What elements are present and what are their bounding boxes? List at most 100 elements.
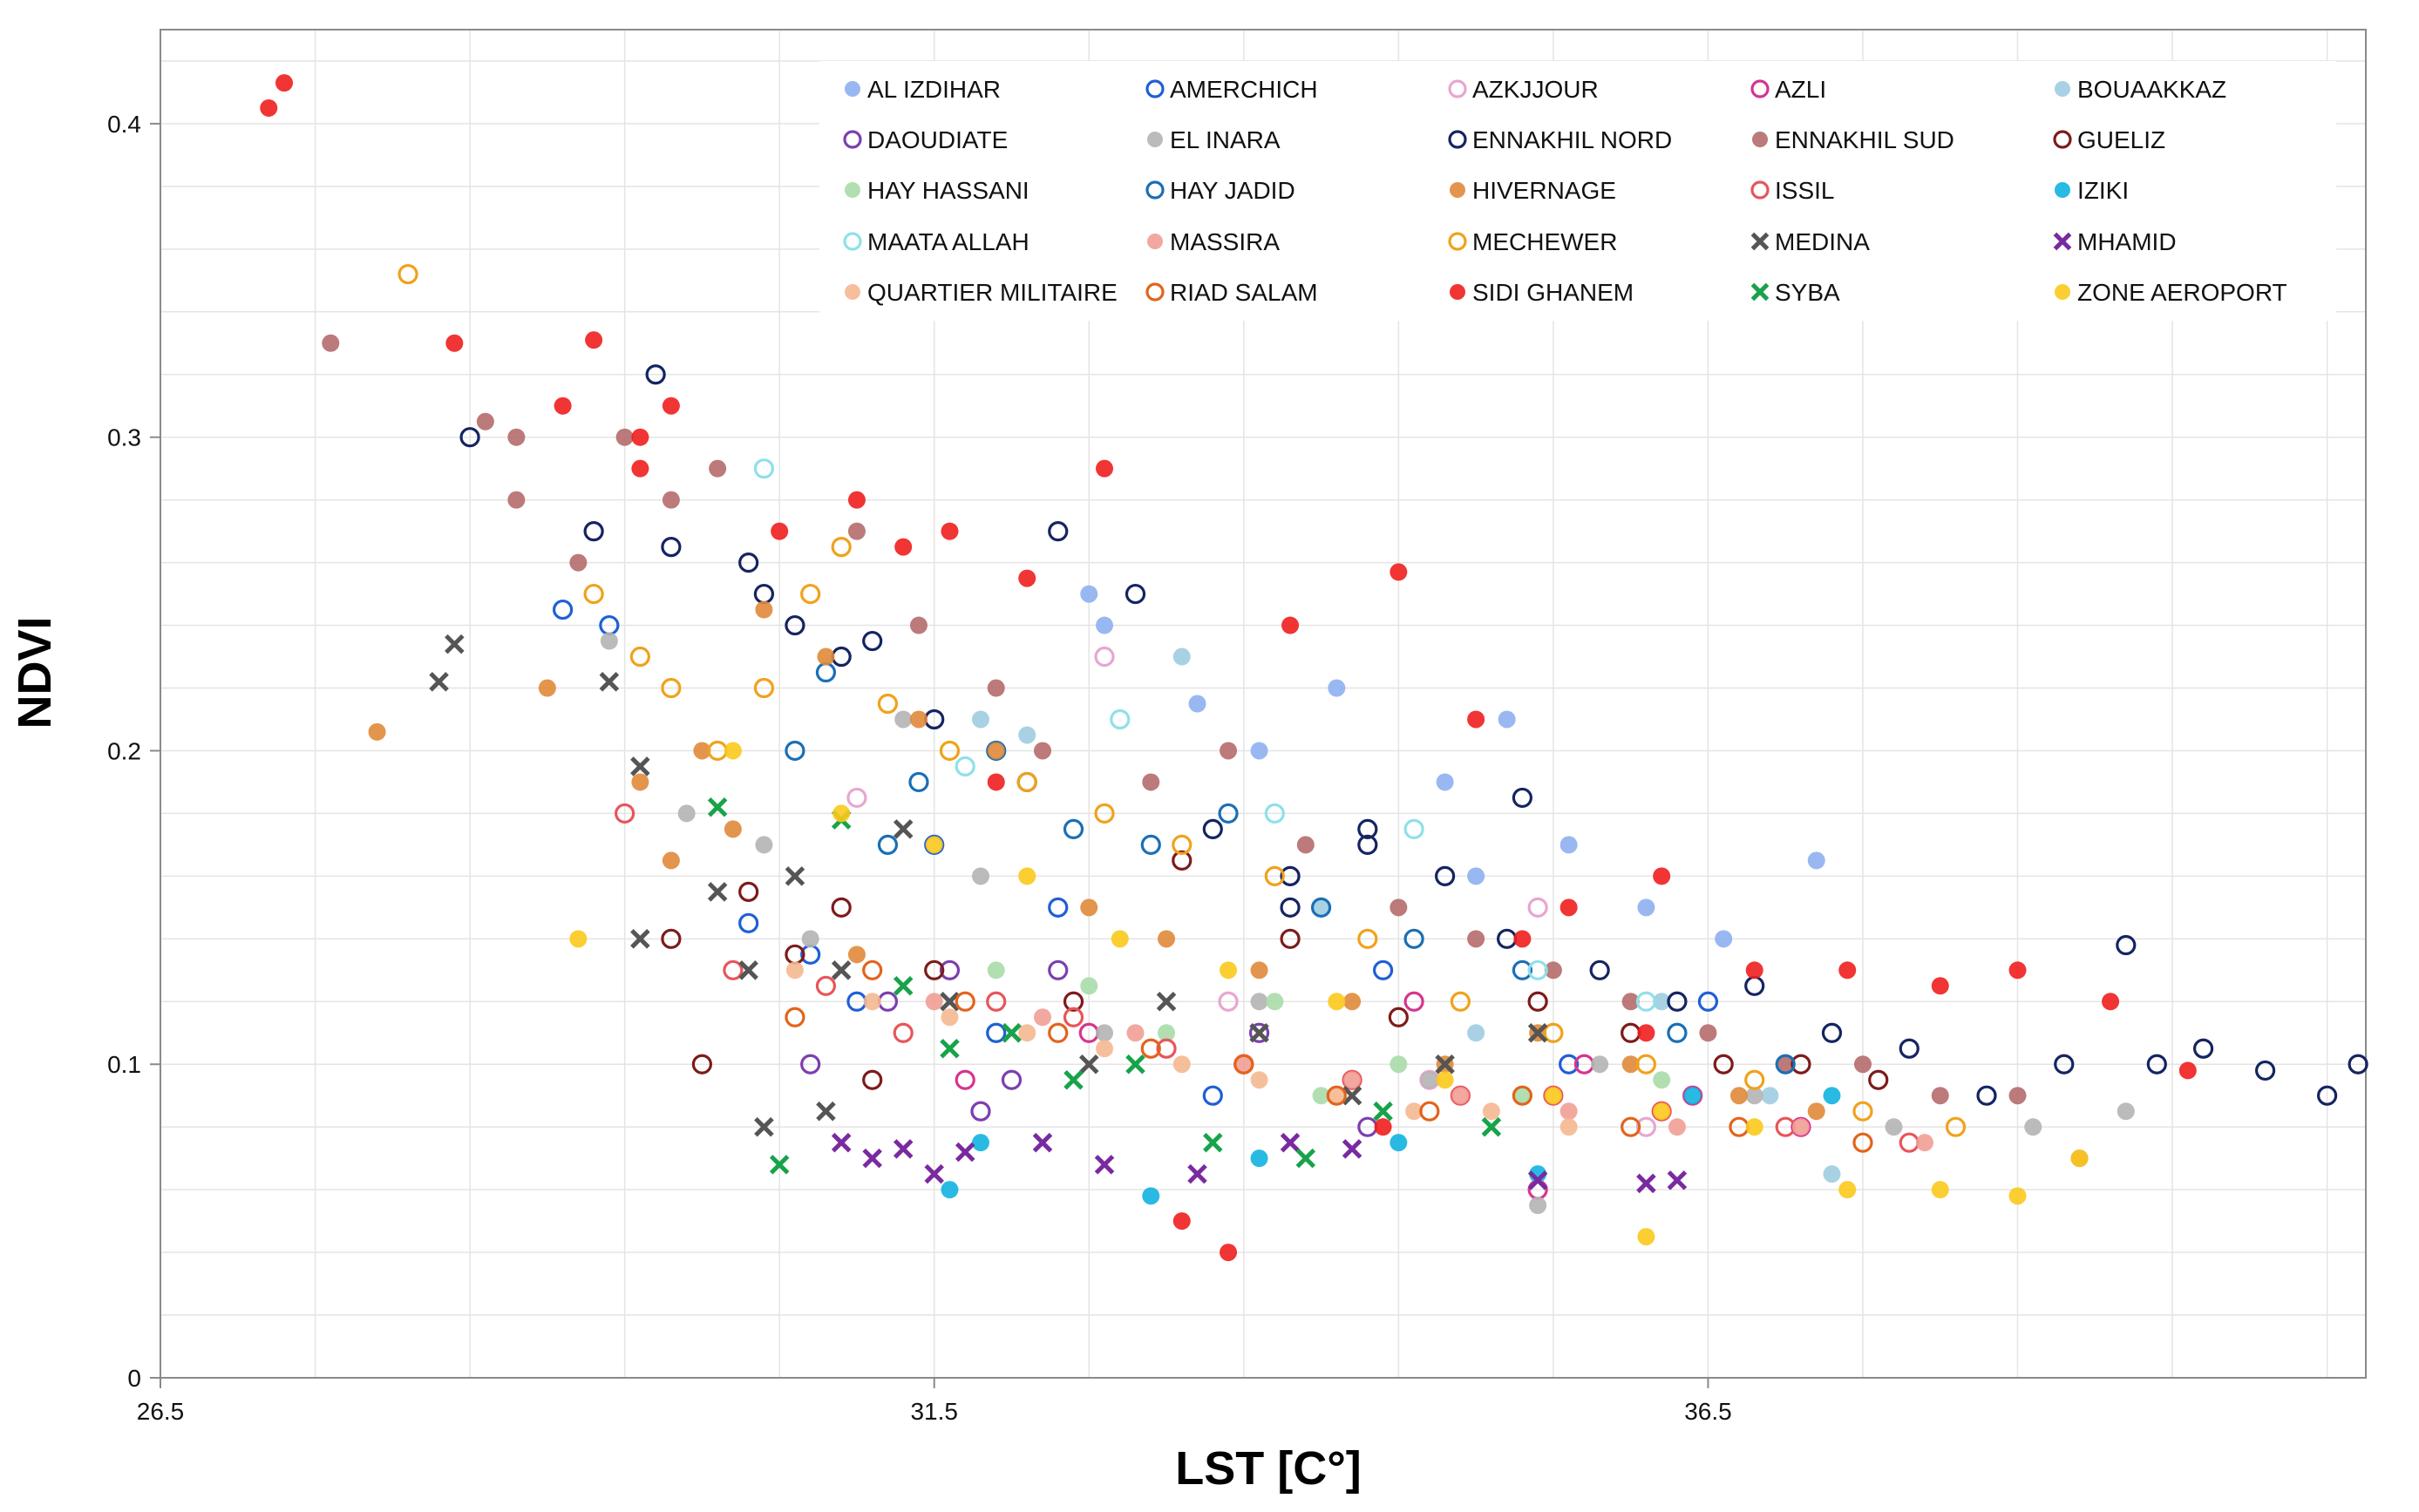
data-point-ennakhil-sud xyxy=(569,553,588,572)
data-point-medina xyxy=(1156,992,1177,1012)
data-point-hivernage xyxy=(662,851,680,870)
x-tick-label: 36.5 xyxy=(1684,1398,1732,1425)
legend-label-amerchich: AMERCHICH xyxy=(1170,76,1318,103)
data-point-mechewer xyxy=(753,677,775,699)
data-point-mechewer xyxy=(398,264,418,285)
y-tick-label: 0 xyxy=(127,1365,141,1392)
legend-label-quartier-militaire: QUARTIER MILITAIRE xyxy=(867,279,1118,306)
legend-marker-mhamid xyxy=(2053,232,2072,251)
data-point-medina xyxy=(1527,1022,1548,1043)
data-point-ennakhil-sud xyxy=(987,679,1005,697)
data-point-zone-aeroport xyxy=(1328,993,1346,1011)
data-point-hay-jadid xyxy=(908,771,929,793)
data-point-mhamid xyxy=(1342,1139,1362,1159)
data-point-hivernage xyxy=(1343,993,1362,1011)
data-point-iziki xyxy=(1250,1149,1268,1168)
data-point-sidi-ghanem xyxy=(1172,1212,1191,1231)
data-point-mechewer xyxy=(1016,771,1037,793)
data-point-hivernage xyxy=(755,600,773,619)
data-point-ennakhil-nord xyxy=(1667,991,1688,1012)
data-point-medina xyxy=(1078,1054,1099,1075)
data-point-riad-salam xyxy=(1512,1085,1532,1106)
data-point-ennakhil-sud xyxy=(1467,930,1485,948)
data-point-gueliz xyxy=(1868,1069,1889,1090)
data-point-medina xyxy=(785,866,805,886)
data-point-el-inara xyxy=(2024,1118,2042,1136)
data-point-riad-salam xyxy=(955,991,975,1012)
data-point-ennakhil-nord xyxy=(1280,897,1301,918)
data-point-sidi-ghanem xyxy=(771,522,789,540)
data-point-iziki xyxy=(1142,1187,1160,1205)
data-point-ennakhil-nord xyxy=(1357,818,1378,840)
data-point-sidi-ghanem xyxy=(275,74,294,92)
data-point-hay-jadid xyxy=(1512,959,1532,980)
data-point-ennakhil-sud xyxy=(1390,898,1408,917)
data-point-mhamid xyxy=(1636,1173,1656,1194)
data-point-issil xyxy=(615,803,635,824)
legend-marker-quartier-militaire xyxy=(845,284,860,300)
data-point-al-izdihar xyxy=(1436,773,1454,791)
data-point-hivernage xyxy=(1729,1087,1748,1105)
data-point-hivernage xyxy=(1807,1102,1825,1121)
legend-marker-hay-hassani xyxy=(845,182,860,198)
data-point-zone-aeroport xyxy=(832,804,851,823)
data-point-azkjjour xyxy=(1527,897,1548,918)
data-point-medina xyxy=(599,672,620,692)
data-point-massira xyxy=(1234,1055,1253,1074)
legend-marker-hay-jadid xyxy=(1145,180,1165,200)
data-point-mechewer xyxy=(1264,865,1285,886)
data-point-medina xyxy=(816,1101,836,1122)
data-point-ennakhil-nord xyxy=(2146,1054,2167,1075)
legend-label-issil: ISSIL xyxy=(1775,177,1834,204)
legend-marker-azli xyxy=(1750,79,1770,98)
data-point-hay-hassani xyxy=(1158,1024,1176,1042)
data-point-syba xyxy=(707,797,728,817)
data-point-medina xyxy=(940,992,960,1012)
data-point-sidi-ghanem xyxy=(1559,898,1578,917)
data-point-gueliz xyxy=(661,928,682,949)
x-tick-label: 26.5 xyxy=(137,1398,185,1425)
data-point-hivernage xyxy=(724,820,742,838)
data-point-mechewer xyxy=(939,740,961,762)
data-point-syba xyxy=(1203,1132,1223,1153)
data-point-ennakhil-nord xyxy=(1125,583,1146,605)
legend-marker-ennakhil-nord xyxy=(1448,130,1467,149)
data-point-quartier-militaire xyxy=(1328,1087,1346,1105)
data-point-hay-hassani xyxy=(1513,1087,1532,1105)
data-point-ennakhil-nord xyxy=(1976,1085,1997,1106)
data-point-azkjjour xyxy=(1635,1116,1657,1137)
data-point-el-inara xyxy=(971,867,989,885)
legend: AL IZDIHAR AMERCHICH AZKJJOUR AZLI BOUAAKKAZ… xyxy=(819,61,2336,321)
data-point-medina xyxy=(630,756,650,776)
data-point-daoudiate xyxy=(800,1054,821,1075)
data-point-ennakhil-nord xyxy=(2054,1054,2075,1075)
data-point-issil xyxy=(986,991,1007,1012)
data-point-mhamid xyxy=(1667,1170,1688,1190)
data-point-ennakhil-nord xyxy=(2348,1054,2368,1075)
data-point-amerchich xyxy=(1202,1085,1223,1106)
data-point-ennakhil-sud xyxy=(615,428,634,446)
legend-marker-al-izdihar xyxy=(845,81,860,97)
data-point-hivernage xyxy=(368,722,386,741)
data-point-hay-jadid xyxy=(877,834,899,855)
data-point-ennakhil-nord xyxy=(2116,934,2137,956)
data-point-el-inara xyxy=(677,804,696,823)
data-point-hivernage xyxy=(817,648,835,666)
legend-label-al-izdihar: AL IZDIHAR xyxy=(867,76,1001,103)
data-point-quartier-militaire xyxy=(1482,1102,1500,1121)
data-point-medina xyxy=(445,634,465,654)
data-point-medina xyxy=(429,672,449,692)
data-point-zone-aeroport xyxy=(1436,1071,1454,1089)
data-point-issil xyxy=(815,975,837,996)
data-point-riad-salam xyxy=(862,959,883,980)
data-point-medina xyxy=(630,929,650,949)
data-point-ennakhil-sud xyxy=(1034,742,1051,760)
data-point-azkjjour xyxy=(846,787,867,809)
data-point-massira xyxy=(925,993,943,1011)
data-point-hay-jadid xyxy=(1775,1054,1796,1075)
data-point-hivernage xyxy=(1158,930,1176,948)
data-point-mechewer xyxy=(1450,991,1471,1012)
data-point-al-izdihar xyxy=(1080,585,1098,603)
data-point-zone-aeroport xyxy=(724,742,742,760)
data-point-riad-salam xyxy=(1419,1101,1440,1122)
